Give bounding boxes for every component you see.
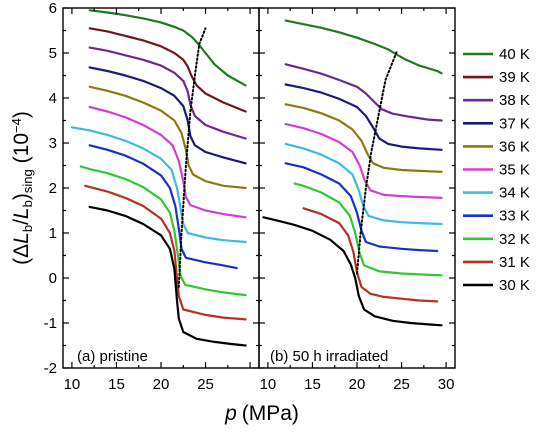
series-line-30k-panel-a <box>88 205 247 347</box>
y-axis-label: (ΔLb/Lb)sing(10−4) <box>9 111 35 265</box>
series-line-39k-panel-a <box>88 27 247 113</box>
y-tick-label: 4 <box>49 90 57 107</box>
series-line-30k-panel-b <box>262 216 443 327</box>
y-tick-label: 0 <box>49 270 57 287</box>
panel-a-curves <box>70 9 247 347</box>
x-tick-label-b: 30 <box>438 376 455 393</box>
series-line-34k-panel-a <box>70 126 247 244</box>
series-line-32k-panel-a <box>79 165 247 297</box>
series-line-34k-panel-b <box>284 142 443 226</box>
y-tick-label: 3 <box>49 135 57 152</box>
series-line-36k-panel-b <box>284 103 443 173</box>
series-line-37k-panel-b <box>284 83 443 151</box>
series-line-33k-panel-a <box>88 144 238 270</box>
x-tick-label-a: 10 <box>64 376 81 393</box>
dotted-line-panel-b <box>356 49 399 275</box>
legend-label-33k: 33 K <box>499 208 530 225</box>
panel-a-label: (a) pristine <box>77 348 148 365</box>
series-line-38k-panel-a <box>88 46 247 140</box>
x-axis-label: p (MPa) <box>224 402 299 425</box>
series-line-40k-panel-a <box>88 9 247 87</box>
legend-label-31k: 31 K <box>499 254 530 271</box>
legend-label-40k: 40 K <box>499 46 530 63</box>
x-tick-labels: 10 15 20 25 10 15 20 25 30 <box>64 376 455 393</box>
axis-ticks <box>63 7 455 369</box>
series-line-33k-panel-b <box>284 162 439 253</box>
y-tick-label: -2 <box>44 360 57 377</box>
y-tick-label: 5 <box>49 45 57 62</box>
x-tick-label-b: 15 <box>304 376 321 393</box>
series-line-37k-panel-a <box>88 66 247 165</box>
legend-label-34k: 34 K <box>499 185 530 202</box>
legend-label-32k: 32 K <box>499 231 530 248</box>
series-line-35k-panel-b <box>284 123 443 199</box>
panel-b-curves <box>262 19 443 327</box>
y-tick-label: -1 <box>44 315 57 332</box>
legend-label-37k: 37 K <box>499 115 530 132</box>
series-line-31k-panel-a <box>84 184 247 321</box>
series-line-38k-panel-b <box>284 63 443 122</box>
series-line-32k-panel-b <box>293 182 443 277</box>
transition-dotted-lines <box>177 27 399 288</box>
legend-label-38k: 38 K <box>499 92 530 109</box>
y-tick-label: 6 <box>49 0 57 17</box>
legend-label-36k: 36 K <box>499 138 530 155</box>
x-tick-label-b: 25 <box>393 376 410 393</box>
series-line-36k-panel-a <box>88 85 247 190</box>
x-tick-label-a: 20 <box>153 376 170 393</box>
x-tick-label-b: 10 <box>260 376 277 393</box>
x-tick-label-b: 20 <box>349 376 366 393</box>
series-line-31k-panel-b <box>302 207 439 303</box>
series-line-35k-panel-a <box>88 105 247 219</box>
legend: 40 K 39 K 38 K 37 K 36 K 35 K 34 K 33 K 32 K 31 K… <box>463 46 530 294</box>
y-tick-labels: -2 -1 0 1 2 3 4 5 6 <box>44 0 57 377</box>
legend-label-39k: 39 K <box>499 69 530 86</box>
panel-b-label: (b) 50 h irradiated <box>270 348 388 365</box>
dotted-line-panel-a <box>177 27 207 288</box>
y-tick-label: 2 <box>49 180 57 197</box>
series-line-40k-panel-b <box>284 19 443 75</box>
x-tick-label-a: 25 <box>197 376 214 393</box>
y-tick-label: 1 <box>49 225 57 242</box>
x-tick-label-a: 15 <box>108 376 125 393</box>
legend-label-30k: 30 K <box>499 277 530 294</box>
legend-label-35k: 35 K <box>499 162 530 179</box>
